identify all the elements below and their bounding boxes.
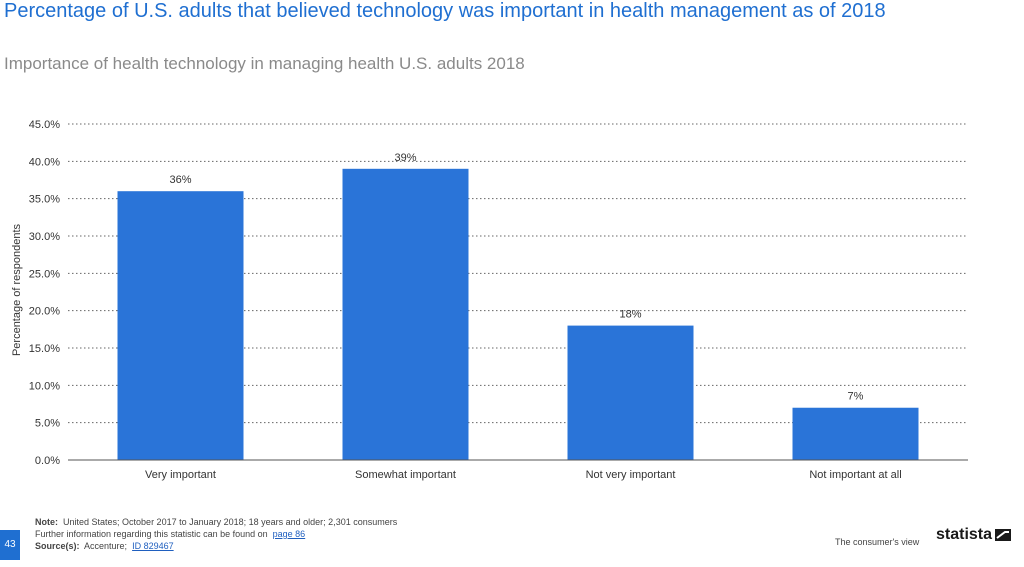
bars — [117, 168, 919, 461]
note-text: United States; October 2017 to January 2… — [63, 517, 398, 527]
further-info-text: Further information regarding this stati… — [35, 529, 268, 539]
note-label: Note: — [35, 517, 58, 527]
y-tick-label: 0.0% — [35, 455, 60, 467]
page-link[interactable]: page 86 — [272, 529, 306, 539]
chart-subtitle: Importance of health technology in manag… — [4, 54, 525, 73]
data-label: 39% — [394, 152, 416, 164]
x-tick-label: Not very important — [586, 469, 676, 481]
x-tick-label: Somewhat important — [355, 469, 456, 481]
brand-text: statista — [936, 526, 993, 543]
statista-logo: statista — [936, 526, 1012, 544]
y-tick-label: 25.0% — [29, 268, 60, 280]
bar[interactable] — [342, 168, 469, 461]
y-tick-label: 45.0% — [29, 119, 60, 131]
data-label: 36% — [169, 174, 191, 186]
footer-note: Note: United States; October 2017 to Jan… — [35, 516, 397, 552]
source-label: Source(s): — [35, 541, 80, 551]
source-text: Accenture; — [84, 541, 128, 551]
bar[interactable] — [792, 407, 919, 460]
data-label: 18% — [619, 309, 641, 321]
x-axis-ticks: Very important Somewhat important Not very… — [145, 469, 902, 481]
value-labels: 36% 39% 18% 7% — [169, 152, 863, 403]
y-tick-label: 35.0% — [29, 194, 60, 206]
chart-title: Percentage of U.S. adults that believed … — [4, 0, 886, 22]
x-tick-label: Not important at all — [809, 469, 901, 481]
y-tick-label: 10.0% — [29, 380, 60, 392]
y-tick-label: 20.0% — [29, 306, 60, 318]
statista-logo-icon — [995, 529, 1012, 541]
y-axis-label: Percentage of respondents — [11, 223, 23, 356]
section-label: The consumer's view — [835, 537, 920, 547]
y-tick-label: 30.0% — [29, 231, 60, 243]
source-id-link[interactable]: ID 829467 — [132, 541, 174, 551]
bar[interactable] — [117, 191, 244, 460]
page-number-badge: 43 — [0, 530, 20, 560]
bar[interactable] — [567, 325, 694, 460]
y-tick-label: 15.0% — [29, 343, 60, 355]
y-axis-ticks: 0.0% 5.0% 10.0% 15.0% 20.0% 25.0% 30.0% 35.0% 40… — [29, 119, 60, 467]
y-tick-label: 5.0% — [35, 418, 60, 430]
y-tick-label: 40.0% — [29, 156, 60, 168]
data-label: 7% — [848, 391, 864, 403]
x-tick-label: Very important — [145, 469, 216, 481]
